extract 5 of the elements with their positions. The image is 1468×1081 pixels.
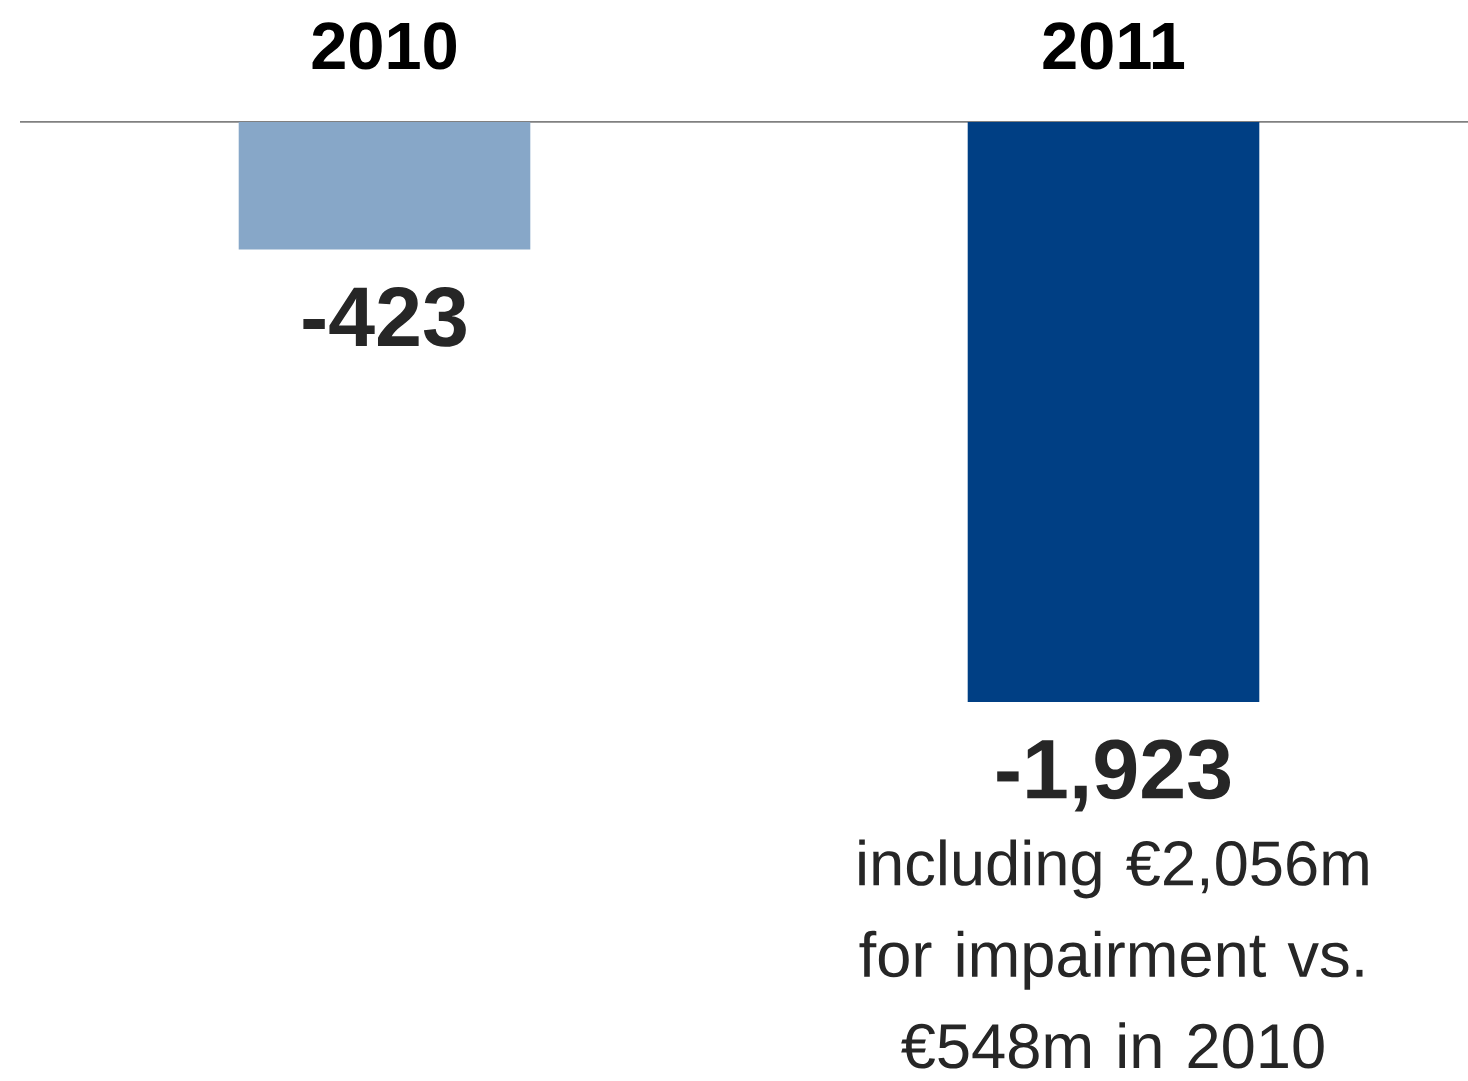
x-tick-label: 2011 xyxy=(1043,22,1185,70)
data-label: -1,923 xyxy=(997,739,1231,812)
annotation: including €2,056m for impairment vs. €548m in 2010 xyxy=(859,839,1368,1069)
x-tick-label: 2010 xyxy=(312,22,456,70)
data-label: -423 xyxy=(303,287,466,347)
